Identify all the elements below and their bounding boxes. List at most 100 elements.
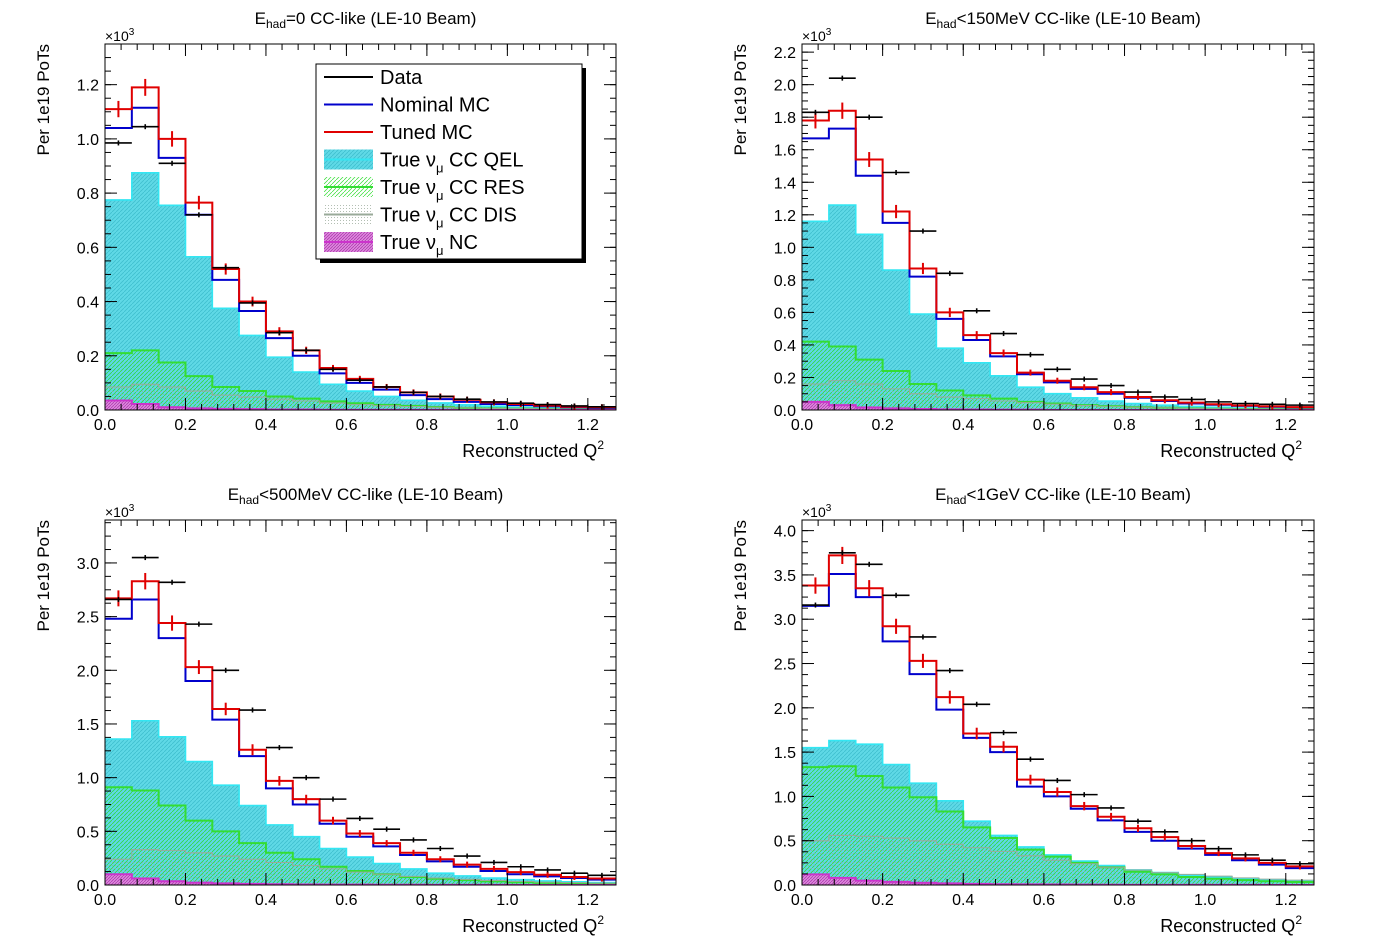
- legend-label-main: Nominal MC: [380, 95, 490, 117]
- x-axis-label: Reconstructed Q2: [462, 438, 604, 461]
- y-tick-label: 0.0: [774, 878, 796, 895]
- plot-frame: [104, 519, 617, 886]
- plot-area: [802, 75, 1314, 410]
- legend-label-dis: True νμ CC DIS: [380, 205, 517, 231]
- y-tick-label: 0.4: [77, 295, 99, 312]
- series-dis-line: [105, 849, 616, 884]
- x-axis-label-superscript: 2: [597, 913, 604, 927]
- legend-label-suffix: CC DIS: [443, 205, 516, 227]
- y-tick-label: 1.8: [774, 110, 796, 127]
- chart-panel-4: 0.0 0.5 1.0 1.5 2.0 2.5 3.0 3.5 4.0 0.0 0.2 0.4 0.6 0…: [731, 485, 1315, 936]
- y-scale-factor: ×103: [105, 503, 135, 520]
- legend-entry-nominal: Nominal MC: [324, 95, 490, 117]
- series-qel-fill: [802, 205, 1314, 410]
- panel-title: Ehad<1GeV CC-like (LE-10 Beam): [935, 485, 1191, 507]
- x-tick-label: 0.8: [416, 417, 438, 434]
- y-tick-label: 0.8: [774, 273, 796, 290]
- x-tick-label: 1.0: [1194, 417, 1216, 434]
- y-axis-label: Per 1e19 PoTs: [34, 44, 53, 156]
- y-tick-label: 2.2: [774, 45, 796, 62]
- legend-label-subscript: μ: [436, 243, 444, 258]
- panel-title-subscript: had: [266, 17, 286, 31]
- plot-frame: [801, 43, 1315, 411]
- legend-label-res: True νμ CC RES: [380, 177, 525, 203]
- x-tick-label: 1.2: [577, 892, 599, 909]
- legend-label-qel: True νμ CC QEL: [380, 150, 523, 176]
- y-scale-exponent: 3: [826, 503, 832, 514]
- y-tick-label: 0.5: [77, 824, 99, 841]
- series-nc-fill: [105, 400, 616, 410]
- y-tick-label: 1.5: [77, 717, 99, 734]
- panel-title-var: E: [935, 485, 946, 504]
- series-res-line: [105, 786, 616, 885]
- y-tick-label: 1.2: [77, 78, 99, 95]
- y-tick-label: 0.5: [774, 834, 796, 851]
- panel-title-rest: <500MeV CC-like (LE-10 Beam): [259, 485, 503, 504]
- y-scale-factor: ×103: [802, 503, 832, 520]
- x-tick-label: 0.0: [94, 417, 116, 434]
- legend-label-main: True ν: [380, 177, 436, 199]
- y-tick-label: 0.0: [77, 403, 99, 420]
- y-tick-label: 2.0: [77, 663, 99, 680]
- y-tick-label: 1.0: [774, 240, 796, 257]
- y-scale-base: ×10: [105, 504, 129, 520]
- legend-label-main: True ν: [380, 150, 436, 172]
- x-tick-label: 0.0: [94, 892, 116, 909]
- x-tick-label: 0.4: [255, 892, 277, 909]
- y-scale-base: ×10: [802, 28, 826, 44]
- x-axis-label-main: Reconstructed Q: [1160, 441, 1295, 461]
- legend-entry-dis: True νμ CC DIS: [324, 204, 517, 231]
- panel-title-rest: <150MeV CC-like (LE-10 Beam): [957, 9, 1201, 28]
- x-axis-label: Reconstructed Q2: [462, 913, 604, 936]
- x-axis-label-main: Reconstructed Q: [1160, 916, 1295, 936]
- legend-entry-qel: True νμ CC QEL: [324, 149, 523, 176]
- series-res-line: [802, 765, 1314, 883]
- y-tick-label: 0.8: [77, 186, 99, 203]
- chart-panel-1: 0.0 0.2 0.4 0.6 0.8 1.0 1.2 0.0 0.2 0.4 0.6 0.8 1.0 1…: [34, 9, 617, 461]
- panel-title-var: E: [255, 9, 266, 28]
- panel-title-rest: <1GeV CC-like (LE-10 Beam): [966, 485, 1190, 504]
- legend-label-main: True ν: [380, 205, 436, 227]
- y-tick-label: 4.0: [774, 524, 796, 541]
- plot-area: [802, 546, 1314, 885]
- legend-entry-data: Data: [324, 67, 423, 89]
- legend-entry-res: True νμ CC RES: [324, 177, 525, 203]
- x-tick-label: 0.0: [791, 892, 813, 909]
- series-nc-fill: [802, 401, 1314, 410]
- series-dis-line: [105, 383, 616, 410]
- legend-label-suffix: NC: [443, 232, 477, 254]
- legend-entry-tuned: Tuned MC: [324, 122, 473, 144]
- y-scale-exponent: 3: [826, 27, 832, 38]
- y-tick-label: 3.5: [774, 568, 796, 585]
- plot-area: [105, 78, 616, 410]
- y-tick-label: 0.0: [774, 403, 796, 420]
- legend-label-main: Tuned MC: [380, 122, 473, 144]
- y-tick-label: 0.4: [774, 338, 796, 355]
- y-scale-base: ×10: [802, 504, 826, 520]
- panel-title-subscript: had: [937, 17, 957, 31]
- x-tick-label: 0.8: [1113, 417, 1135, 434]
- x-tick-label: 0.6: [335, 417, 357, 434]
- legend-label-tuned: Tuned MC: [380, 122, 473, 144]
- series-qel-line: [802, 204, 1314, 410]
- x-axis-label-main: Reconstructed Q: [462, 441, 597, 461]
- legend-label-nc: True νμ NC: [380, 232, 478, 258]
- y-scale-base: ×10: [105, 28, 129, 44]
- panel-title-subscript: had: [946, 493, 966, 507]
- plot-frame: [104, 43, 617, 411]
- x-tick-label: 0.6: [1033, 417, 1055, 434]
- legend-label-subscript: μ: [436, 216, 444, 231]
- x-axis-label-superscript: 2: [597, 438, 604, 452]
- y-tick-label: 1.4: [774, 175, 796, 192]
- y-tick-label: 1.6: [774, 143, 796, 160]
- x-tick-label: 1.2: [577, 417, 599, 434]
- legend-label-nominal: Nominal MC: [380, 95, 490, 117]
- x-tick-label: 1.2: [1275, 417, 1297, 434]
- y-tick-label: 1.5: [774, 745, 796, 762]
- x-tick-label: 0.4: [952, 417, 974, 434]
- y-tick-label: 2.0: [774, 78, 796, 95]
- y-scale-factor: ×103: [105, 27, 135, 44]
- chart-panel-2: 0.0 0.2 0.4 0.6 0.8 1.0 1.2 1.4 1.6 1.8 2.0 2.2 0.0 0…: [731, 9, 1315, 461]
- panel-title-var: E: [925, 9, 936, 28]
